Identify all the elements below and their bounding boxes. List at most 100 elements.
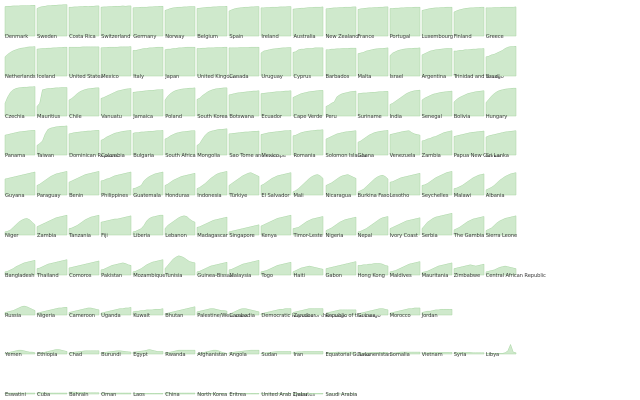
series-area — [36, 306, 68, 315]
series-area — [165, 130, 196, 156]
chart-panel: Vietnam — [421, 322, 452, 360]
series-area — [100, 5, 132, 37]
panel-label: Seychelles — [421, 193, 449, 200]
chart-panel: Sweden — [36, 4, 68, 42]
series-area — [421, 308, 452, 315]
series-area — [453, 131, 484, 156]
chart-panel: Russia — [4, 283, 36, 321]
chart-panel: Colombia — [100, 123, 132, 161]
chart-panel: Cuba — [36, 362, 68, 400]
panel-area-chart — [261, 261, 292, 276]
chart-panel: Argentina — [421, 44, 452, 82]
panel-label: Kenya — [261, 233, 277, 239]
panel-label: Vietnam — [421, 352, 443, 359]
series-area — [100, 171, 132, 196]
panel-area-chart — [165, 173, 196, 196]
panel-label: Eswatini — [5, 392, 26, 399]
panel-area-chart — [485, 45, 516, 77]
series-area — [68, 87, 100, 116]
panel-area-chart — [132, 88, 164, 116]
panel-label: Jamaica — [133, 113, 153, 120]
series-area — [293, 351, 324, 355]
series-area — [485, 6, 516, 37]
panel-area-chart — [293, 47, 324, 77]
series-area — [229, 46, 260, 77]
panel-label: Hungary — [485, 113, 508, 120]
chart-panel: Comoros — [68, 243, 100, 281]
panel-area-chart — [132, 5, 164, 37]
panel-label: Ecuador — [261, 113, 282, 120]
panel-label: Ireland — [261, 34, 279, 40]
panel-area-chart — [357, 47, 388, 77]
series-area — [197, 350, 228, 355]
panel-area-chart — [165, 87, 196, 116]
panel-label: Mexico — [261, 153, 279, 160]
panel-label: Zambia — [37, 233, 57, 239]
series-area — [197, 87, 228, 116]
series-area — [389, 261, 420, 276]
panel-area-chart — [197, 171, 228, 196]
chart-panel: Fiji — [100, 203, 132, 241]
chart-panel: Timor-Leste — [293, 203, 324, 241]
series-area — [68, 392, 100, 395]
panel-label: Sierra Leone — [485, 233, 518, 239]
chart-panel: United States — [68, 44, 103, 82]
chart-panel: El Salvador — [261, 163, 292, 201]
panel-label: Laos — [133, 392, 145, 399]
series-area — [197, 393, 228, 395]
panel-label: Afghanistan — [197, 352, 228, 359]
panel-area-chart — [389, 352, 420, 355]
panel-label: Taiwan — [37, 153, 55, 160]
panel-label: Italy — [133, 73, 144, 80]
series-area — [229, 259, 260, 276]
panel-area-chart — [421, 212, 452, 236]
chart-panel: Afghanistan — [197, 322, 228, 360]
series-area — [132, 5, 164, 37]
chart-panel: Romania — [293, 123, 324, 161]
panel-label: Nigeria — [325, 233, 344, 239]
panel-label: Oman — [101, 392, 117, 399]
series-area — [68, 214, 100, 236]
panel-area-chart — [293, 351, 324, 355]
series-area — [132, 88, 164, 116]
chart-panel: Tunisia — [165, 243, 196, 281]
chart-panel: Ghana — [357, 123, 388, 161]
series-area — [421, 212, 452, 236]
panel-label: Lesotho — [389, 193, 410, 200]
chart-panel: Guinea — [357, 283, 388, 321]
panel-label: Cameroon — [69, 312, 95, 319]
panel-label: Trinidad and Tobago — [453, 73, 504, 80]
panel-label: Senegal — [421, 113, 442, 120]
panel-label: Nigeria — [37, 312, 55, 319]
panel-label: Iceland — [37, 73, 56, 80]
chart-panel: Niger — [4, 203, 36, 241]
panel-area-chart — [325, 6, 356, 37]
panel-area-chart — [485, 344, 516, 355]
panel-area-chart — [357, 263, 388, 276]
chart-panel: Poland — [165, 84, 196, 122]
panel-label: Tanzania — [69, 233, 91, 239]
panel-area-chart — [165, 305, 196, 315]
panel-label: Hong Kong — [357, 272, 385, 279]
panel-label: Angola — [229, 352, 247, 359]
chart-panel: Mongolia — [197, 123, 228, 161]
panel-label: Burkina Faso — [357, 193, 390, 200]
panel-area-chart — [453, 216, 484, 236]
panel-label: Saudi Arabia — [325, 392, 358, 399]
panel-area-chart — [229, 259, 260, 276]
series-area — [229, 224, 260, 236]
chart-panel: The Gambia — [453, 203, 484, 241]
panel-label: Panama — [5, 153, 26, 160]
panel-label: Haiti — [293, 272, 305, 279]
panel-area-chart — [165, 6, 196, 37]
series-area — [36, 214, 68, 236]
chart-panel: Angola — [229, 322, 260, 360]
panel-label: Norway — [165, 34, 185, 40]
chart-panel: Canada — [229, 44, 260, 82]
panel-area-chart — [100, 171, 132, 196]
panel-label: Bulgaria — [133, 153, 154, 160]
chart-panel: Haiti — [293, 243, 324, 281]
panel-label: New Zealand — [325, 34, 359, 40]
chart-panel: Maldives — [389, 243, 420, 281]
panel-area-chart — [421, 90, 452, 116]
